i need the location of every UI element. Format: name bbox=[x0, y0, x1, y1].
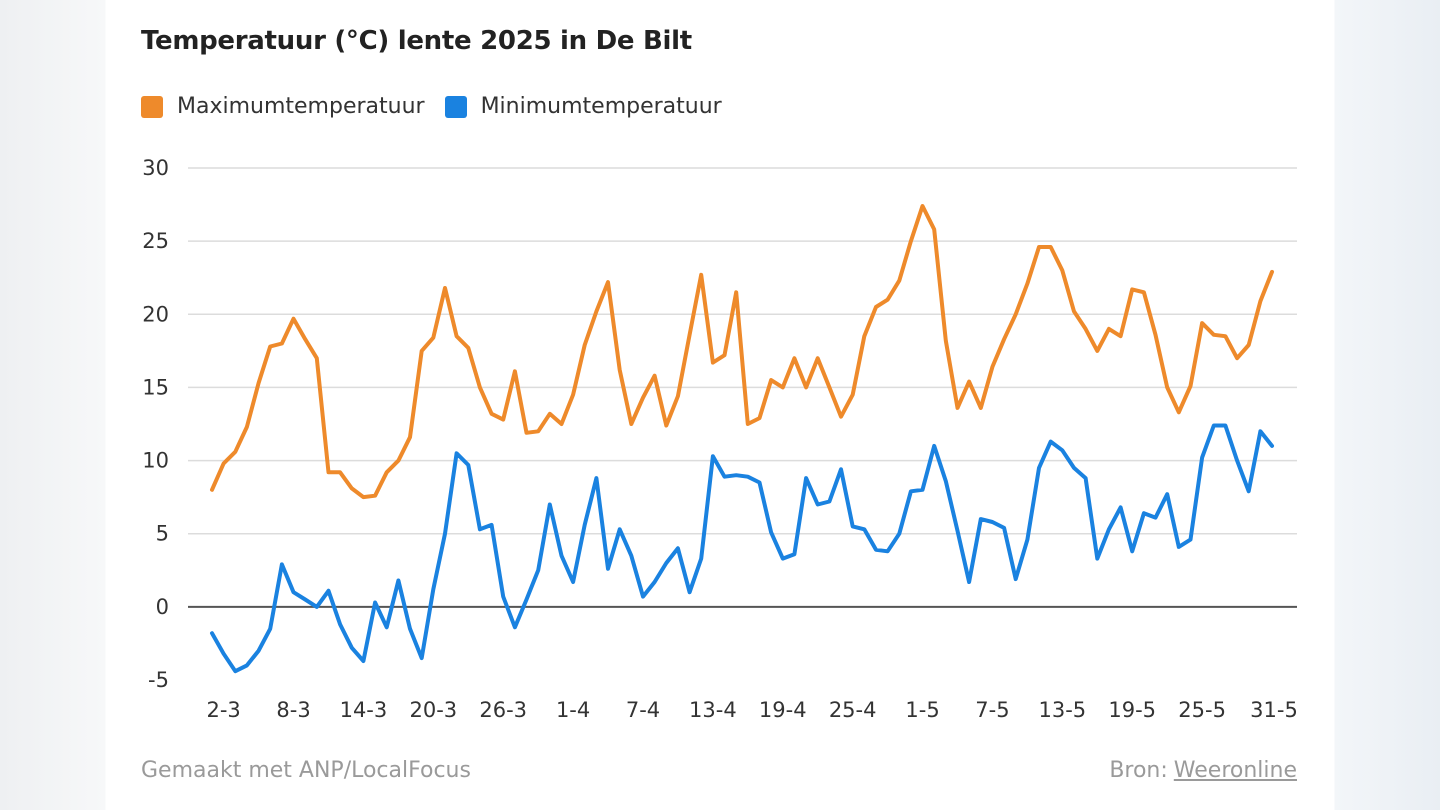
y-tick-label: 30 bbox=[142, 156, 169, 180]
x-tick-label: 8-3 bbox=[276, 698, 310, 722]
x-tick-label: 1-5 bbox=[905, 698, 939, 722]
x-tick-label: 13-5 bbox=[1038, 698, 1086, 722]
x-tick-label: 2-3 bbox=[206, 698, 240, 722]
x-tick-label: 14-3 bbox=[340, 698, 388, 722]
y-axis: 30 25 20 15 10 5 0 -5 bbox=[142, 156, 169, 692]
x-tick-label: 7-5 bbox=[975, 698, 1009, 722]
x-axis: 2-3 8-3 14-3 20-3 26-3 1-4 7-4 13-4 19-4 25-4 1-5 7… bbox=[206, 698, 1297, 722]
source-link[interactable]: Weeronline bbox=[1173, 758, 1297, 783]
footer-credit: Gemaakt met ANP/LocalFocus bbox=[141, 758, 471, 783]
y-tick-label: -5 bbox=[148, 668, 169, 692]
x-tick-label: 25-4 bbox=[829, 698, 877, 722]
x-tick-label: 20-3 bbox=[409, 698, 457, 722]
series-line-max[interactable] bbox=[210, 204, 1274, 500]
x-tick-label: 19-5 bbox=[1108, 698, 1156, 722]
legend-label-min: Minimumtemperatuur bbox=[480, 94, 722, 119]
y-tick-label: 5 bbox=[156, 522, 169, 546]
legend-swatch-max bbox=[141, 95, 163, 118]
footer-source: Bron: Weeronline bbox=[1109, 758, 1297, 783]
x-tick-label: 19-4 bbox=[759, 698, 807, 722]
y-tick-label: 20 bbox=[142, 302, 169, 326]
x-tick-label: 31-5 bbox=[1250, 698, 1298, 722]
x-tick-label: 7-4 bbox=[626, 698, 660, 722]
chart-title: Temperatuur (°C) lente 2025 in De Bilt bbox=[141, 26, 692, 56]
x-tick-label: 1-4 bbox=[556, 698, 590, 722]
legend: Maximumtemperatuur Minimumtemperatuur bbox=[141, 94, 742, 119]
legend-label-max: Maximumtemperatuur bbox=[177, 94, 425, 119]
x-tick-label: 26-3 bbox=[479, 698, 527, 722]
legend-item-max[interactable]: Maximumtemperatuur bbox=[141, 94, 425, 119]
legend-item-min[interactable]: Minimumtemperatuur bbox=[444, 94, 722, 119]
y-tick-label: 25 bbox=[142, 229, 169, 253]
series-lines bbox=[210, 204, 1274, 674]
x-tick-label: 25-5 bbox=[1178, 698, 1226, 722]
y-tick-label: 10 bbox=[142, 449, 169, 473]
y-tick-label: 0 bbox=[156, 595, 169, 619]
chart-card bbox=[106, 0, 1334, 810]
x-tick-label: 13-4 bbox=[689, 698, 737, 722]
legend-swatch-min bbox=[444, 95, 467, 118]
y-tick-label: 15 bbox=[142, 375, 169, 399]
series-line-min[interactable] bbox=[210, 423, 1274, 674]
source-label: Bron: bbox=[1109, 758, 1168, 783]
